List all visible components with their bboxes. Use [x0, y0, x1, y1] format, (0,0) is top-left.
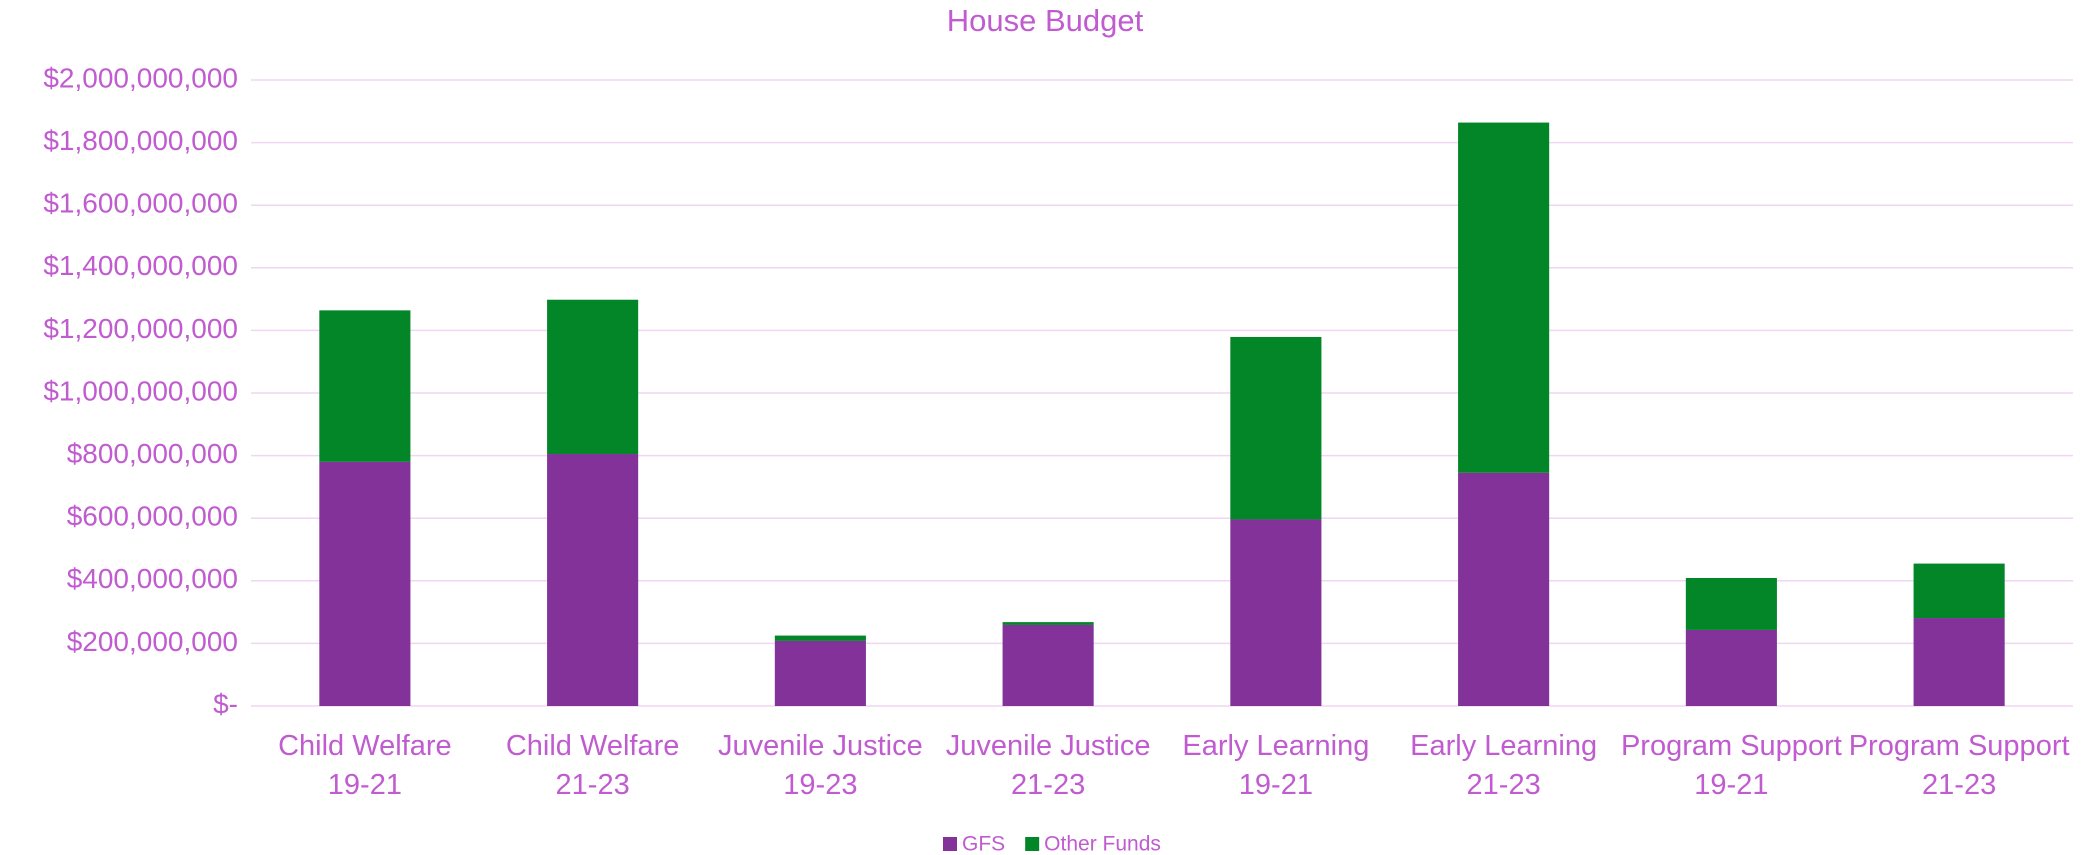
y-tick-label: $2,000,000,000 [43, 62, 238, 93]
y-tick-label: $200,000,000 [67, 626, 238, 657]
x-tick-label: Program Support 21-23 [1849, 730, 2070, 801]
bar-segment [1230, 336, 1322, 520]
x-tick-label: Early Learning 19-21 [1182, 730, 1369, 801]
y-tick-label: $1,000,000,000 [43, 375, 238, 406]
x-tick-label: Early Learning 21-23 [1410, 730, 1597, 801]
legend-swatch [943, 837, 957, 851]
y-tick-label: $400,000,000 [67, 563, 238, 594]
bar-segment [1913, 563, 2005, 619]
legend-label: Other Funds [1044, 833, 1161, 855]
bar-segment [1458, 122, 1550, 473]
bar-segment [774, 640, 866, 706]
bar-segment [1685, 577, 1777, 630]
legend-label: GFS [962, 833, 1005, 855]
chart-title: House Budget [947, 3, 1144, 38]
x-tick-label: Child Welfare 21-23 [506, 730, 680, 801]
y-tick-label: $1,200,000,000 [43, 313, 238, 344]
x-tick-label: Juvenile Justice 21-23 [946, 730, 1151, 801]
bar-segment [1685, 629, 1777, 706]
y-tick-label: $1,800,000,000 [43, 125, 238, 156]
bar-segment [1230, 519, 1322, 706]
x-tick-label: Juvenile Justice 19-23 [718, 730, 923, 801]
bar-segment [547, 299, 639, 455]
bar-segment [1002, 624, 1094, 706]
bar-segment [547, 454, 639, 706]
y-tick-label: $1,600,000,000 [43, 188, 238, 219]
legend-swatch [1025, 837, 1040, 851]
y-tick-label: $800,000,000 [67, 438, 238, 469]
bar-segment [1002, 622, 1094, 625]
x-tick-label: Program Support 19-21 [1621, 730, 1842, 801]
bar-segment [319, 310, 411, 462]
bar-segment [1458, 472, 1550, 706]
y-tick-label: $600,000,000 [67, 501, 238, 532]
y-tick-label: $1,400,000,000 [43, 250, 238, 281]
bar-segment [319, 461, 411, 706]
x-tick-label: Child Welfare 19-21 [278, 730, 452, 801]
bar-segment [1913, 618, 2005, 706]
bar-segment [774, 635, 866, 641]
y-tick-label: $- [213, 688, 238, 719]
